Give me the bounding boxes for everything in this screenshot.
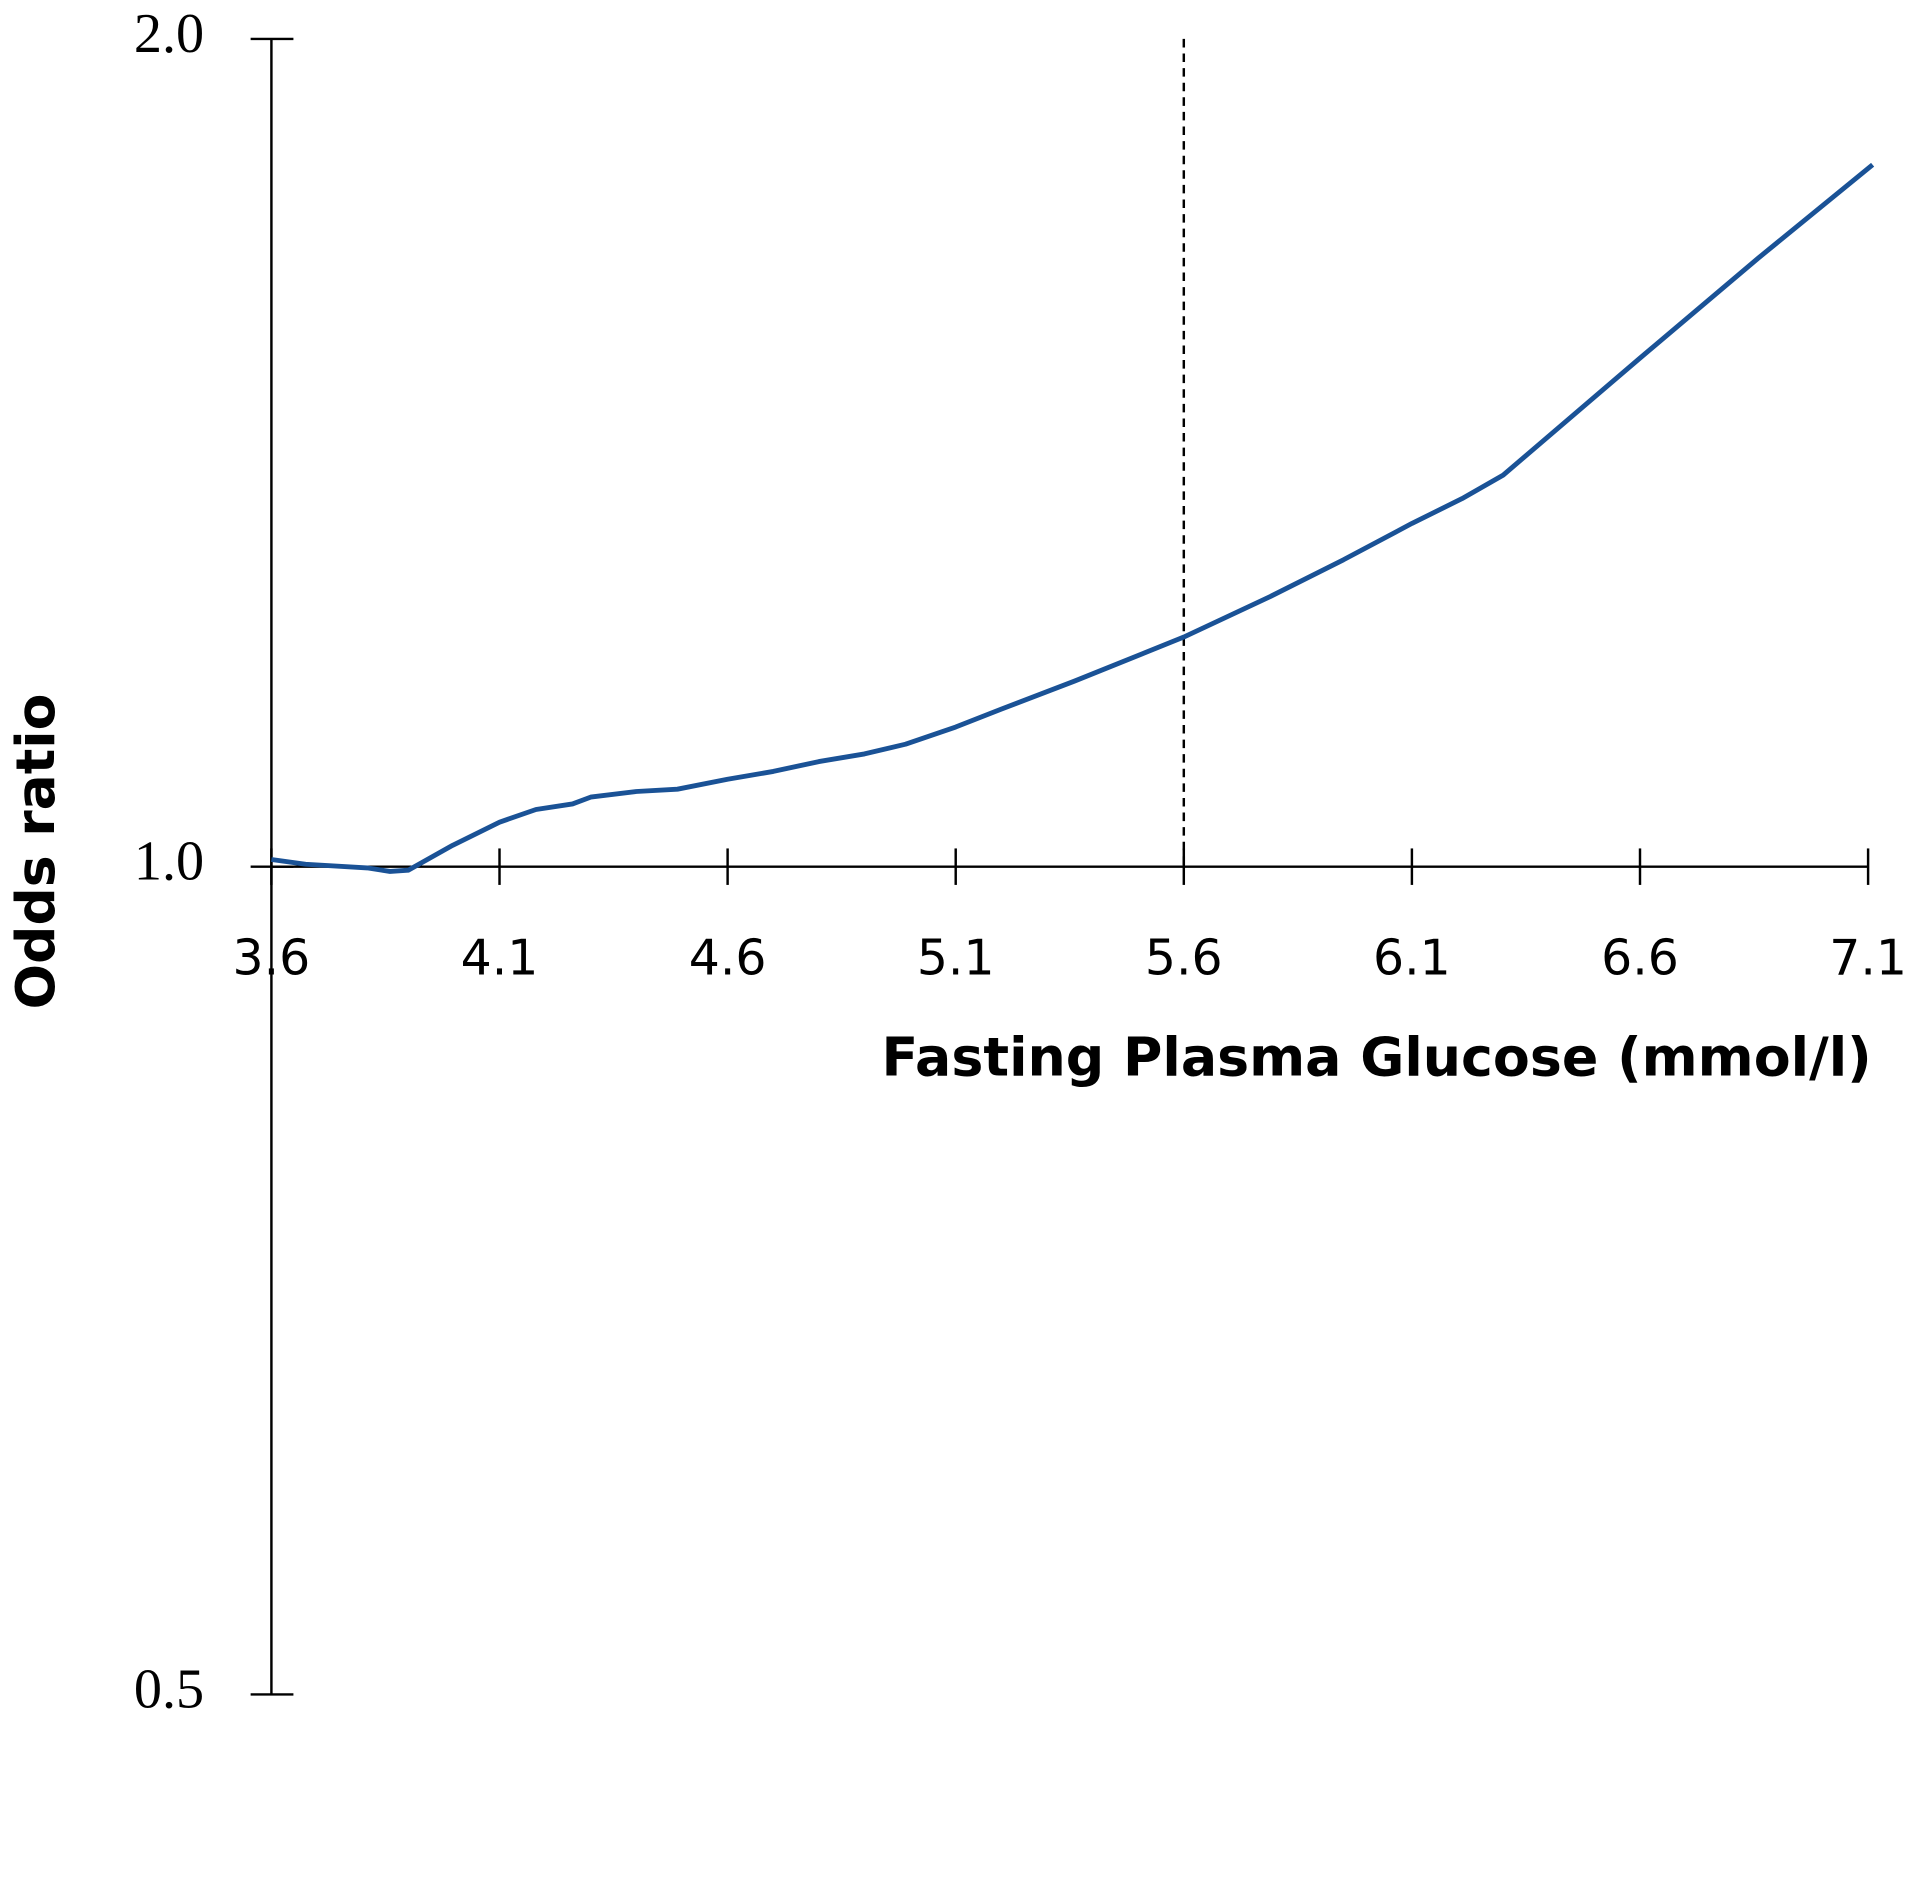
x-axis-title: Fasting Plasma Glucose (mmol/l) bbox=[881, 1025, 1871, 1088]
x-tick-label: 5.6 bbox=[1145, 930, 1223, 987]
y-tick-label: 0.5 bbox=[134, 1658, 204, 1720]
x-tick-label: 4.1 bbox=[461, 930, 539, 987]
y-axis-title: Odds ratio bbox=[4, 694, 67, 1010]
y-tick-label: 1.0 bbox=[134, 831, 204, 893]
x-tick-label: 3.6 bbox=[233, 930, 311, 987]
x-tick-label: 4.6 bbox=[689, 930, 767, 987]
x-tick-label: 5.1 bbox=[917, 930, 995, 987]
x-tick-label: 7.1 bbox=[1829, 930, 1907, 987]
y-tick-label: 2.0 bbox=[134, 3, 204, 65]
data-line bbox=[271, 162, 1875, 874]
x-tick-label: 6.1 bbox=[1373, 930, 1451, 987]
x-tick-label: 6.6 bbox=[1601, 930, 1679, 987]
